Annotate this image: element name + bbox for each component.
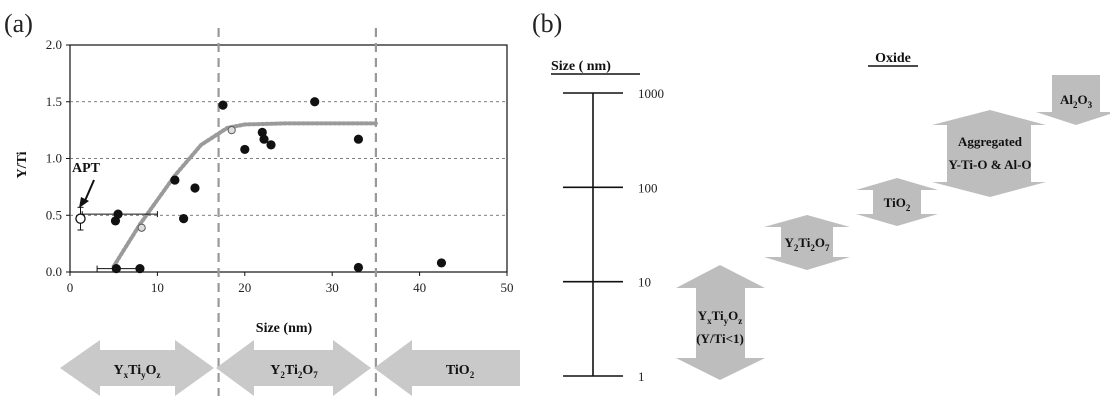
size-scale-label: 10 [638,275,651,290]
panel-b-label: (b) [532,9,562,38]
x-tick-label: 20 [238,280,251,295]
region-arrow-middle [216,340,371,396]
oxide-arrows: YxTiyOz (Y/Ti<1) Y2Ti2O7 TiO2 Aggregated… [676,75,1110,380]
oxide-label-al2o3: Al2O3 [1060,92,1093,110]
x-tick-label: 30 [326,280,339,295]
y-tick-label: 2.0 [46,37,62,52]
data-point [190,183,200,193]
region-label-yxtiyoz: YxTiyOz [114,363,161,380]
apt-arrow-line [83,179,95,204]
oxide-arrow-al2o3 [1036,75,1110,125]
x-tick-label: 40 [413,280,426,295]
x-tick-label: 50 [501,280,514,295]
trend-curve [111,121,378,269]
region-arrow-right [374,340,520,396]
data-point [113,209,123,219]
x-axis-title: Size (nm) [256,321,313,336]
y-tick-label: 0.5 [46,207,62,222]
data-point [436,258,447,268]
plot-a: 0.0 0.5 1.0 1.5 2.0 0 10 20 30 40 50 [46,28,514,396]
oxide-arrow-aggregated [932,110,1046,197]
x-tick-label: 0 [67,280,74,295]
panel-a-label: (a) [4,9,33,38]
data-point [111,263,121,274]
y-tick-label: 0.0 [46,264,62,279]
data-point [135,263,145,274]
oxide-arrow-yxtiyoz [676,265,765,380]
apt-arrowhead-icon [79,197,89,208]
region-label-tio2: TiO2 [446,363,475,380]
size-scale-label: 1000 [638,86,664,101]
size-scale: 1000 100 10 1 [563,86,664,384]
oxide-arrow-y2ti2o7 [764,215,850,270]
data-point [170,175,180,185]
region-arrows: YxTiyOz Y2Ti2O7 TiO2 [60,340,520,396]
oxide-label-aggregated-1: Aggregated [958,134,1023,149]
oxide-column-title: Oxide [875,51,911,66]
apt-annotation: APT [72,161,101,176]
oxide-label-yti-ratio: (Y/Ti<1) [696,331,744,346]
apt-data-point [75,213,86,224]
size-scale-label: 1 [638,369,645,384]
data-point [259,134,269,144]
data-point [240,144,250,155]
region-label-y2ti2o7: Y2Ti2O7 [270,363,318,380]
curve-marker [137,223,146,232]
size-scale-label: 100 [638,180,658,195]
oxide-label-aggregated-2: Y-Ti-O & Al-O [948,157,1031,172]
oxide-arrow-tio2 [856,178,938,226]
data-point [218,100,228,110]
oxide-label-tio2: TiO2 [884,195,911,213]
y-tick-label: 1.5 [46,94,62,109]
data-point [310,97,320,107]
y-tick-label: 1.0 [46,151,62,166]
region-arrow-left [60,340,214,396]
data-point [353,134,364,144]
data-point [179,214,189,224]
y-axis-title: Y/Ti [15,151,30,178]
data-point [266,140,276,150]
x-tick-label: 10 [151,280,164,295]
curve-marker [227,126,236,135]
data-point [353,262,364,273]
size-axis-title: Size ( nm) [551,59,611,74]
